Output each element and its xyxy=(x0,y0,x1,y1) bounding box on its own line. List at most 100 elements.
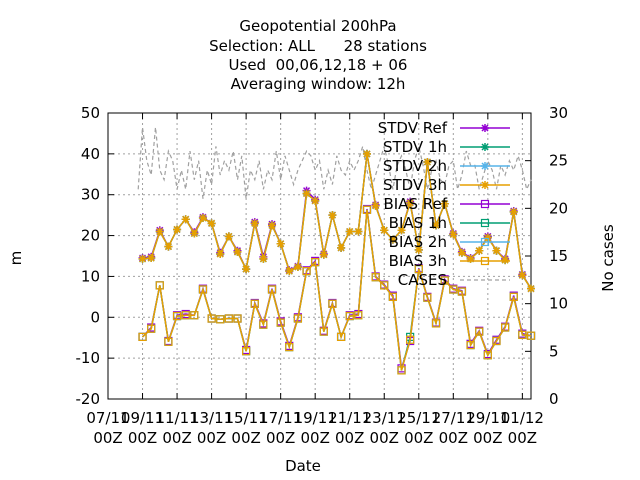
data-point xyxy=(466,254,475,263)
data-point xyxy=(319,250,328,259)
legend-label: BIAS 1h xyxy=(389,214,447,232)
data-point xyxy=(207,219,216,228)
data-point xyxy=(268,221,277,230)
data-point xyxy=(190,311,199,320)
legend-label: CASES xyxy=(398,271,447,289)
data-point xyxy=(259,320,268,329)
y-tick-label: 20 xyxy=(81,227,100,245)
data-point xyxy=(480,256,490,266)
data-point xyxy=(526,331,536,340)
x-tick-label-hour: 00Z xyxy=(508,429,537,447)
x-tick-label-date: 17/11 xyxy=(259,409,302,427)
data-point xyxy=(276,318,285,327)
data-point xyxy=(250,299,259,308)
data-point xyxy=(164,242,173,251)
y2-tick-label: 20 xyxy=(549,199,568,217)
legend-entry: BIAS 3h xyxy=(389,252,510,270)
data-point xyxy=(155,227,164,236)
y-tick-label: 40 xyxy=(81,145,100,163)
data-point xyxy=(242,265,251,274)
data-point xyxy=(164,337,173,346)
data-point xyxy=(492,336,501,346)
data-point xyxy=(285,267,294,276)
data-point xyxy=(518,330,527,339)
data-point xyxy=(354,311,363,320)
title-line-1: Geopotential 200hPa xyxy=(239,17,396,35)
data-point xyxy=(509,207,518,216)
title-line-2: Selection: ALL 28 stations xyxy=(209,37,427,55)
data-point xyxy=(466,340,475,350)
data-point xyxy=(509,292,518,301)
data-point xyxy=(328,299,337,308)
x-tick-label-hour: 00Z xyxy=(300,429,329,447)
data-point xyxy=(181,215,190,224)
y-tick-label: -20 xyxy=(76,390,101,408)
data-point xyxy=(276,239,285,248)
data-point xyxy=(319,327,328,336)
data-point xyxy=(198,214,207,223)
data-point xyxy=(207,314,216,323)
data-point xyxy=(475,327,484,336)
data-point xyxy=(492,246,501,255)
x-tick-label-hour: 00Z xyxy=(266,429,295,447)
y-tick-label: 0 xyxy=(90,308,100,326)
legend-entry: STDV Ref xyxy=(378,119,510,137)
x-tick-label-hour: 00Z xyxy=(370,429,399,447)
series-group xyxy=(137,127,536,375)
legend-label: STDV Ref xyxy=(378,119,448,137)
x-tick-label-date: 11/11 xyxy=(155,409,198,427)
legend-label: BIAS 2h xyxy=(389,233,447,251)
x-tick-label-hour: 00Z xyxy=(231,429,260,447)
data-point xyxy=(311,196,320,205)
y-tick-label: 30 xyxy=(81,186,100,204)
y2-tick-label: 25 xyxy=(549,152,568,170)
data-point xyxy=(224,314,233,323)
x-tick-label-date: 19/11 xyxy=(294,409,337,427)
data-point xyxy=(198,285,208,294)
data-point xyxy=(354,227,363,236)
series-bias-3h xyxy=(138,205,536,375)
x-tick-label-date: 29/11 xyxy=(466,409,509,427)
data-point xyxy=(293,314,303,323)
data-point xyxy=(481,181,489,189)
title-line-4: Averaging window: 12h xyxy=(231,75,406,93)
legend-entry: STDV 3h xyxy=(383,176,510,194)
y-tick-label: -10 xyxy=(76,349,101,367)
data-point xyxy=(302,267,311,276)
data-point xyxy=(423,293,432,302)
x-tick-label-hour: 00Z xyxy=(197,429,226,447)
legend-label: BIAS Ref xyxy=(383,195,447,213)
data-point xyxy=(345,227,354,236)
data-point xyxy=(432,221,441,230)
series-stdv-1h xyxy=(138,149,535,293)
data-point xyxy=(190,229,199,238)
data-point xyxy=(481,162,489,170)
grid xyxy=(108,113,531,399)
x-tick-label-date: 13/11 xyxy=(190,409,233,427)
data-point xyxy=(233,314,242,323)
data-point xyxy=(397,366,406,375)
data-point xyxy=(527,284,535,293)
x-tick-label-date: 23/11 xyxy=(363,409,406,427)
data-point xyxy=(328,211,337,220)
data-point xyxy=(216,315,225,324)
data-point xyxy=(173,225,182,234)
data-point xyxy=(371,273,380,282)
data-point xyxy=(362,149,371,158)
data-point xyxy=(440,276,449,285)
data-point xyxy=(181,311,190,320)
data-point xyxy=(406,335,415,344)
data-point xyxy=(481,124,489,132)
data-point xyxy=(336,332,346,341)
legend-label: STDV 2h xyxy=(383,157,447,175)
data-point xyxy=(475,246,484,255)
data-point xyxy=(172,311,182,321)
y2-tick-label: 10 xyxy=(549,295,568,313)
x-tick-label-hour: 00Z xyxy=(473,429,502,447)
data-point xyxy=(337,243,346,252)
data-point xyxy=(480,237,490,247)
legend-label: STDV 1h xyxy=(383,138,447,156)
data-point xyxy=(224,232,233,241)
x-tick-label-date: 07/11 xyxy=(86,409,129,427)
